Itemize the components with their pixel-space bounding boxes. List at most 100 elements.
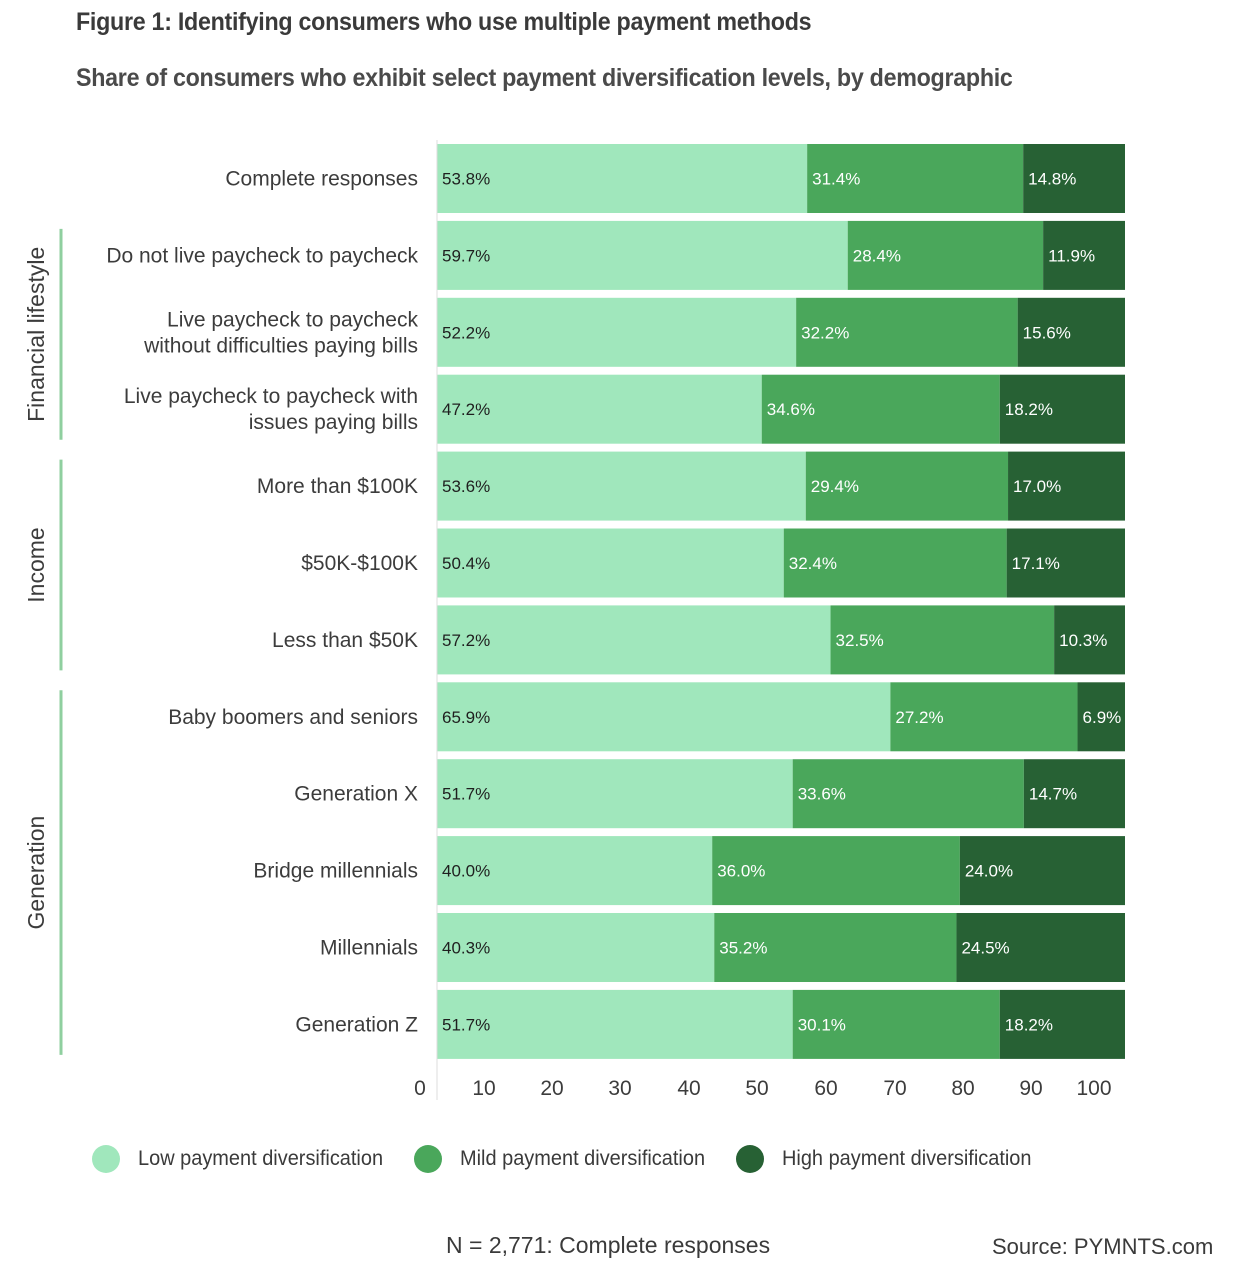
- category-label: $50K-$100K: [301, 552, 418, 575]
- value-label-high: 24.5%: [961, 939, 1009, 958]
- bar-segment-mild: [830, 605, 1055, 675]
- category-label: Live paycheck to paycheck with: [124, 385, 418, 408]
- x-tick-label: 100: [1076, 1077, 1111, 1100]
- bar-segment-high: [1017, 297, 1125, 367]
- bar-segment-mild: [847, 220, 1044, 290]
- group-label: Financial lifestyle: [23, 247, 49, 422]
- category-label: Baby boomers and seniors: [168, 706, 418, 729]
- value-label-mild: 33.6%: [798, 785, 846, 804]
- bar-segment-low: [437, 759, 793, 829]
- bar-segment-high: [1054, 605, 1125, 675]
- value-label-high: 18.2%: [1005, 400, 1053, 419]
- value-label-mild: 31.4%: [812, 170, 860, 189]
- bar-segment-low: [437, 528, 784, 598]
- bar-segment-high: [1043, 220, 1125, 290]
- bar-segment-mild: [792, 759, 1024, 829]
- legend-item-high: High payment diversification: [735, 1145, 1045, 1173]
- legend-item-low: Low payment diversification: [92, 1145, 396, 1173]
- value-label-mild: 32.5%: [836, 631, 884, 650]
- bar-segment-high: [1023, 759, 1125, 829]
- legend-label-high: High payment diversification: [781, 1147, 1032, 1170]
- chart-subtitle: Share of consumers who exhibit select pa…: [76, 64, 1013, 92]
- value-label-high: 10.3%: [1059, 631, 1107, 650]
- bar-segment-low: [437, 836, 713, 906]
- value-label-low: 53.8%: [442, 170, 490, 189]
- value-label-low: 40.3%: [442, 939, 490, 958]
- category-label: without difficulties paying bills: [143, 334, 418, 357]
- legend-item-mild: Mild payment diversification: [413, 1145, 718, 1173]
- x-axis: 0 10 20 30 40 50 60 70 80 90 100: [414, 140, 1112, 1100]
- bar-segment-mild: [796, 297, 1018, 367]
- value-label-mild: 32.2%: [801, 323, 849, 342]
- bar-segment-high: [1077, 682, 1125, 752]
- value-label-mild: 27.2%: [895, 708, 943, 727]
- x-tick-label: 10: [472, 1077, 495, 1100]
- value-label-high: 14.8%: [1028, 170, 1076, 189]
- value-label-low: 59.7%: [442, 246, 490, 265]
- legend: Low payment diversification Mild payment…: [92, 1145, 1063, 1173]
- legend-swatch-high: [735, 1145, 764, 1173]
- value-label-low: 47.2%: [442, 400, 490, 419]
- bar-segment-high: [1006, 528, 1125, 598]
- value-label-low: 52.2%: [442, 323, 490, 342]
- category-label: Bridge millennials: [253, 860, 418, 883]
- bar-segment-high: [1023, 144, 1125, 213]
- bar-segment-low: [437, 451, 806, 521]
- stacked-bar-chart: Financial lifestyle Income Generation Comp…: [23, 140, 1125, 1100]
- bar-segment-low: [437, 144, 808, 213]
- x-tick-label: 20: [540, 1077, 563, 1100]
- x-tick-label: 60: [814, 1077, 837, 1100]
- x-tick-label: 90: [1019, 1077, 1042, 1100]
- value-label-high: 11.9%: [1048, 246, 1095, 265]
- group-label: Income: [23, 527, 49, 602]
- value-label-high: 24.0%: [965, 862, 1013, 881]
- value-label-low: 40.0%: [442, 862, 490, 881]
- value-label-mild: 28.4%: [853, 246, 901, 265]
- value-label-low: 65.9%: [442, 708, 490, 727]
- bar-segment-low: [437, 220, 848, 290]
- bar-segment-low: [437, 297, 797, 367]
- value-label-mild: 32.4%: [789, 554, 837, 573]
- value-label-mild: 29.4%: [811, 477, 859, 496]
- category-label: Less than $50K: [272, 629, 418, 652]
- value-label-mild: 34.6%: [767, 400, 815, 419]
- value-label-high: 17.1%: [1012, 554, 1060, 573]
- bar-segment-low: [437, 682, 891, 752]
- value-label-low: 57.2%: [442, 631, 490, 650]
- bar-segment-mild: [805, 451, 1009, 521]
- chart-title: Figure 1: Identifying consumers who use …: [76, 8, 812, 36]
- bar-segment-mild: [783, 528, 1007, 598]
- source-note: Source: PYMNTS.com: [992, 1234, 1214, 1259]
- value-label-low: 53.6%: [442, 477, 490, 496]
- value-label-low: 50.4%: [442, 554, 490, 573]
- bar-segment-high: [999, 989, 1125, 1059]
- x-tick-label: 50: [745, 1077, 768, 1100]
- value-label-high: 17.0%: [1013, 477, 1061, 496]
- x-tick-label: 70: [883, 1077, 906, 1100]
- value-label-high: 18.2%: [1005, 1015, 1053, 1034]
- bar-segment-low: [437, 374, 762, 444]
- bar-segment-low: [437, 913, 715, 982]
- category-label: More than $100K: [257, 475, 418, 498]
- bar-segment-low: [437, 989, 793, 1059]
- category-label: Generation Z: [295, 1013, 418, 1036]
- bar-segment-mild: [714, 913, 957, 982]
- bar-segment-mild: [890, 682, 1078, 752]
- value-label-mild: 35.2%: [719, 939, 767, 958]
- category-label: Live paycheck to paycheck: [167, 308, 418, 331]
- category-labels: Complete responses Do not live paycheck t…: [106, 168, 418, 1037]
- legend-label-low: Low payment diversification: [138, 1147, 384, 1170]
- category-label: Millennials: [320, 937, 418, 960]
- value-label-low: 51.7%: [442, 1015, 490, 1034]
- value-label-mild: 30.1%: [798, 1015, 846, 1034]
- bar-segment-mild: [807, 144, 1024, 213]
- bar-segment-high: [956, 913, 1125, 982]
- value-label-high: 15.6%: [1023, 323, 1071, 342]
- value-label-low: 51.7%: [442, 785, 490, 804]
- x-tick-label: 30: [608, 1077, 631, 1100]
- bar-segment-high: [959, 836, 1125, 906]
- x-tick-label: 40: [677, 1077, 700, 1100]
- value-label-high: 6.9%: [1083, 708, 1122, 727]
- bar-segment-low: [437, 605, 831, 675]
- bar-segment-mild: [792, 989, 1000, 1059]
